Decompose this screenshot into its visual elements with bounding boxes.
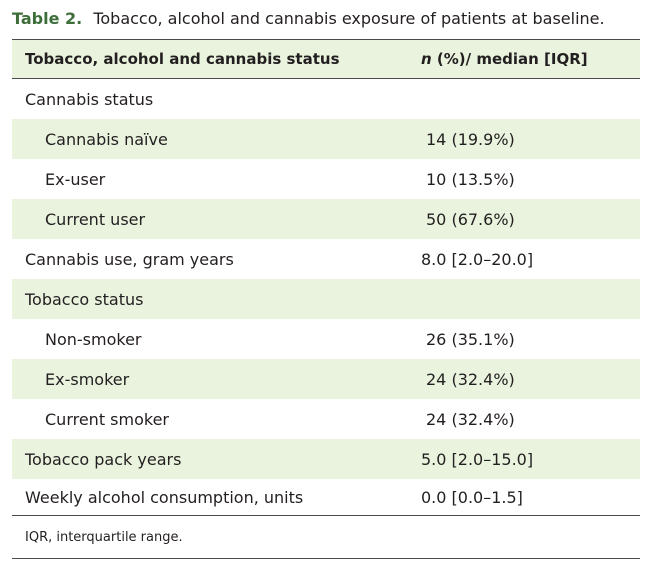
footnote-rule — [12, 558, 640, 559]
header-n: n — [421, 50, 432, 68]
row-label: Current smoker — [45, 409, 170, 429]
table-row: Cannabis status — [12, 79, 640, 119]
table-row: Non-smoker 26 (35.1%) — [12, 319, 640, 359]
table-row: Cannabis use, gram years 8.0 [2.0–20.0] — [12, 239, 640, 279]
table-row: Tobacco status — [12, 279, 640, 319]
bottom-rule — [12, 515, 640, 516]
row-value: 50 (67.6%) — [426, 209, 515, 229]
table-footnote: IQR, interquartile range. — [25, 529, 183, 545]
row-value: 10 (13.5%) — [426, 169, 515, 189]
top-rule — [12, 39, 640, 40]
table-row: Weekly alcohol consumption, units 0.0 [0… — [12, 479, 640, 515]
row-label: Cannabis use, gram years — [25, 249, 234, 269]
row-value: 24 (32.4%) — [426, 369, 515, 389]
row-value: 24 (32.4%) — [426, 409, 515, 429]
table-row: Tobacco pack years 5.0 [2.0–15.0] — [12, 439, 640, 479]
row-value: 14 (19.9%) — [426, 129, 515, 149]
table-caption: Table 2. Tobacco, alcohol and cannabis e… — [12, 8, 605, 30]
row-label: Ex-user — [45, 169, 106, 189]
row-label: Tobacco status — [25, 289, 144, 309]
table-row: Current user 50 (67.6%) — [12, 199, 640, 239]
row-label: Weekly alcohol consumption, units — [25, 487, 304, 507]
table-number: Table 2. — [12, 9, 83, 28]
row-label: Tobacco pack years — [25, 449, 182, 469]
header-rule — [12, 78, 640, 79]
row-value: 0.0 [0.0–1.5] — [421, 487, 523, 507]
header-status: Tobacco, alcohol and cannabis status — [25, 50, 340, 68]
header-value: n (%)/ median [IQR] — [407, 50, 640, 68]
table-title: Tobacco, alcohol and cannabis exposure o… — [93, 9, 605, 28]
row-value: 8.0 [2.0–20.0] — [421, 249, 534, 269]
row-label: Non-smoker — [45, 329, 142, 349]
row-value: 26 (35.1%) — [426, 329, 515, 349]
table-row: Ex-smoker 24 (32.4%) — [12, 359, 640, 399]
row-label: Ex-smoker — [45, 369, 130, 389]
header-value-rest: (%)/ median [IQR] — [431, 50, 588, 68]
exposure-table: Tobacco, alcohol and cannabis status n (… — [12, 39, 640, 559]
table-row: Current smoker 24 (32.4%) — [12, 399, 640, 439]
row-label: Cannabis status — [25, 89, 154, 109]
row-label: Current user — [45, 209, 146, 229]
table-header: Tobacco, alcohol and cannabis status n (… — [12, 40, 640, 78]
table-row: Cannabis naïve 14 (19.9%) — [12, 119, 640, 159]
row-label: Cannabis naïve — [45, 129, 168, 149]
table-row: Ex-user 10 (13.5%) — [12, 159, 640, 199]
row-value: 5.0 [2.0–15.0] — [421, 449, 534, 469]
